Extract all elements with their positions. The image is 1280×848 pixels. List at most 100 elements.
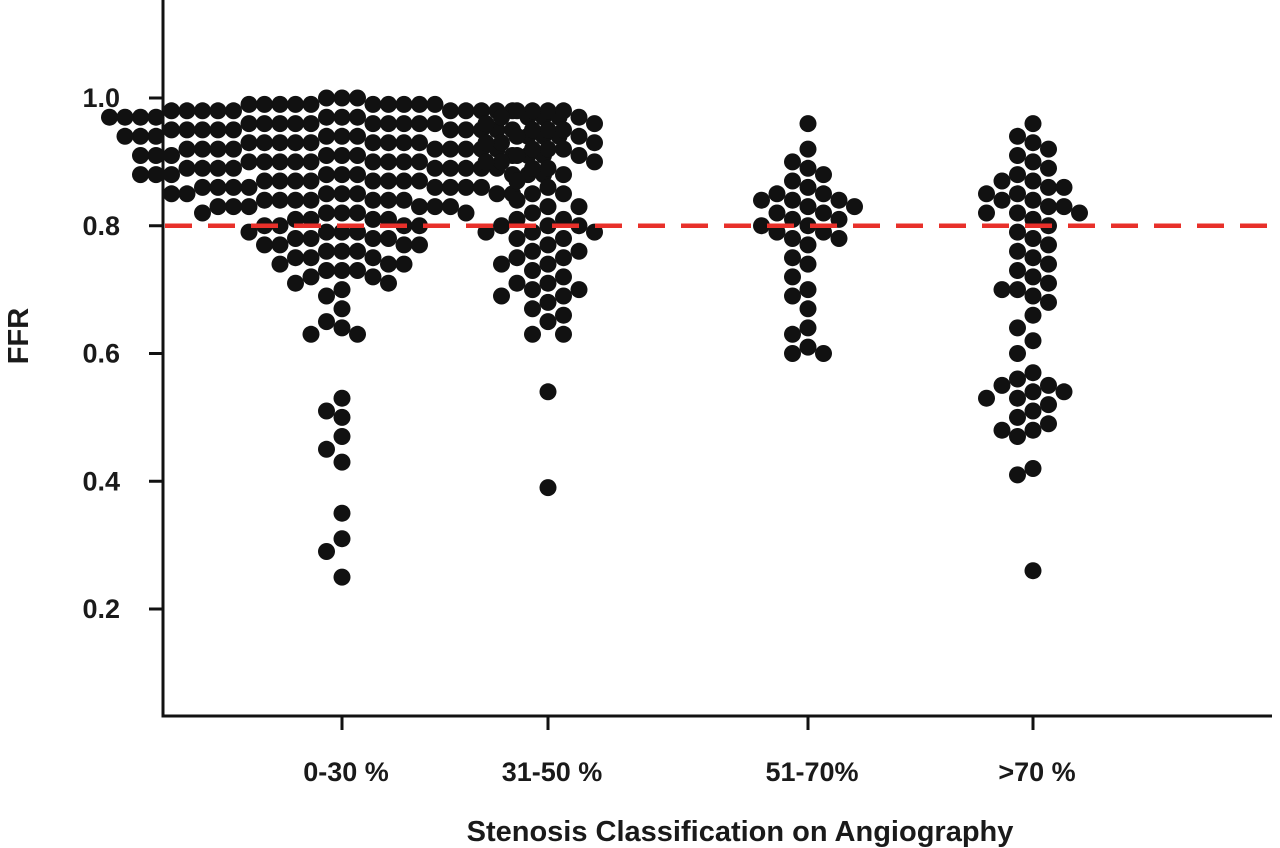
data-point bbox=[539, 293, 557, 311]
data-point bbox=[318, 89, 335, 107]
data-point bbox=[570, 147, 588, 164]
data-point bbox=[508, 147, 526, 164]
data-point bbox=[815, 166, 832, 184]
data-point bbox=[318, 166, 335, 184]
data-point bbox=[256, 191, 273, 209]
data-point bbox=[318, 287, 335, 305]
data-point bbox=[380, 95, 397, 113]
data-point bbox=[1071, 204, 1088, 222]
data-point bbox=[1024, 364, 1042, 382]
data-point bbox=[1040, 236, 1057, 254]
data-point bbox=[784, 249, 801, 267]
data-point bbox=[1009, 242, 1026, 260]
data-point bbox=[395, 95, 413, 113]
y-tick-label: 0.6 bbox=[82, 339, 120, 369]
data-point bbox=[1040, 396, 1057, 414]
data-point bbox=[411, 172, 428, 190]
data-point bbox=[442, 198, 459, 216]
data-point bbox=[364, 134, 382, 152]
y-tick-label: 0.2 bbox=[82, 594, 120, 624]
data-point bbox=[508, 274, 526, 292]
data-point bbox=[1009, 370, 1026, 388]
data-point bbox=[555, 287, 572, 305]
data-point bbox=[1024, 332, 1042, 350]
data-point bbox=[1009, 389, 1026, 407]
data-point bbox=[256, 95, 273, 113]
data-point bbox=[225, 102, 242, 120]
data-point bbox=[380, 274, 397, 292]
data-point bbox=[799, 338, 817, 356]
data-point bbox=[457, 121, 475, 139]
data-point bbox=[318, 204, 335, 222]
data-point bbox=[333, 108, 351, 126]
data-point bbox=[477, 134, 495, 152]
data-point bbox=[380, 255, 397, 273]
data-point bbox=[1009, 428, 1026, 445]
data-point bbox=[1024, 115, 1042, 133]
data-point bbox=[116, 108, 134, 126]
data-point bbox=[333, 389, 351, 407]
data-point bbox=[256, 115, 273, 133]
data-point bbox=[493, 217, 510, 235]
data-point bbox=[570, 198, 588, 216]
data-point bbox=[380, 153, 397, 171]
data-point bbox=[830, 191, 848, 209]
data-point bbox=[380, 230, 397, 247]
data-point bbox=[271, 153, 289, 171]
data-point bbox=[570, 108, 588, 126]
data-point bbox=[508, 127, 526, 145]
data-point bbox=[147, 147, 165, 164]
data-point bbox=[256, 134, 273, 152]
data-point bbox=[993, 172, 1011, 190]
data-point bbox=[364, 268, 382, 286]
data-point bbox=[508, 249, 526, 267]
data-point bbox=[225, 178, 242, 196]
data-point bbox=[411, 217, 428, 235]
data-point bbox=[240, 153, 258, 171]
data-point bbox=[539, 479, 557, 497]
data-point bbox=[555, 325, 572, 343]
data-point bbox=[411, 236, 428, 254]
data-point bbox=[1009, 127, 1026, 145]
data-point bbox=[1009, 408, 1026, 426]
data-point bbox=[830, 230, 848, 247]
y-tick-label: 1.0 bbox=[82, 83, 120, 113]
data-point bbox=[395, 172, 413, 190]
data-point bbox=[333, 530, 351, 548]
data-point bbox=[333, 166, 351, 184]
data-point bbox=[1040, 159, 1057, 177]
data-point bbox=[318, 543, 335, 560]
data-point bbox=[318, 440, 335, 458]
data-point bbox=[132, 166, 149, 184]
data-point bbox=[1024, 306, 1042, 324]
data-point bbox=[1009, 345, 1026, 362]
data-point bbox=[539, 121, 557, 139]
data-point bbox=[799, 281, 817, 299]
data-point bbox=[799, 198, 817, 216]
data-point bbox=[799, 178, 817, 196]
data-point bbox=[426, 140, 444, 158]
data-point bbox=[240, 115, 258, 133]
data-point bbox=[555, 230, 572, 247]
data-point bbox=[493, 255, 510, 273]
data-point bbox=[333, 242, 351, 260]
data-point bbox=[508, 191, 526, 209]
data-point bbox=[1024, 268, 1042, 286]
data-point bbox=[411, 95, 428, 113]
data-point bbox=[163, 121, 180, 139]
data-point bbox=[1040, 376, 1057, 394]
data-point bbox=[555, 140, 572, 158]
data-point bbox=[318, 223, 335, 241]
data-point bbox=[271, 172, 289, 190]
data-point bbox=[426, 178, 444, 196]
data-point bbox=[101, 108, 118, 126]
data-point bbox=[426, 198, 444, 216]
x-axis-ticks: 0-30 % 31-50 % 51-70% >70 % bbox=[303, 716, 1076, 787]
data-point bbox=[555, 306, 572, 324]
data-point bbox=[287, 230, 304, 247]
data-point bbox=[349, 166, 366, 184]
data-point bbox=[333, 319, 351, 337]
data-point bbox=[586, 115, 603, 133]
data-point bbox=[426, 159, 444, 177]
